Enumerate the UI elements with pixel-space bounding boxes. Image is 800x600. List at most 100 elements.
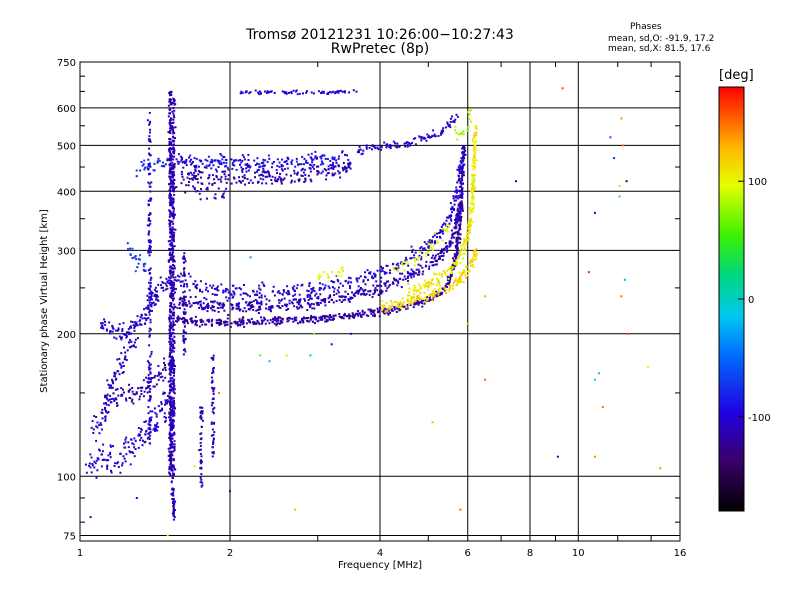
echo-point bbox=[231, 296, 234, 299]
echo-point bbox=[350, 296, 353, 299]
echo-point bbox=[317, 297, 320, 300]
echo-point bbox=[172, 512, 175, 515]
echo-point bbox=[332, 90, 335, 93]
echo-point bbox=[182, 256, 185, 258]
echo-point bbox=[357, 149, 360, 152]
echo-point bbox=[244, 292, 247, 295]
echo-point bbox=[472, 175, 474, 178]
echo-point bbox=[147, 366, 150, 369]
echo-point bbox=[154, 303, 157, 306]
echo-point bbox=[207, 320, 210, 323]
echo-point bbox=[168, 196, 171, 199]
echo-point bbox=[406, 299, 409, 302]
echo-point bbox=[239, 293, 242, 296]
echo-point bbox=[181, 274, 184, 277]
echo-point bbox=[475, 255, 477, 258]
echo-point bbox=[172, 350, 175, 353]
echo-point bbox=[182, 304, 185, 307]
echo-point bbox=[121, 372, 124, 374]
echo-point bbox=[169, 380, 172, 383]
echo-point bbox=[206, 188, 209, 191]
echo-point bbox=[187, 272, 190, 275]
echo-point bbox=[458, 216, 461, 219]
echo-point bbox=[431, 279, 434, 281]
echo-point bbox=[172, 171, 175, 174]
echo-point bbox=[249, 307, 252, 310]
echo-point bbox=[116, 370, 119, 372]
echo-point bbox=[340, 296, 343, 299]
echo-point bbox=[255, 322, 258, 325]
echo-point bbox=[364, 288, 367, 291]
echo-point bbox=[168, 138, 171, 140]
echo-point bbox=[303, 181, 306, 183]
echo-point bbox=[171, 161, 174, 164]
echo-point bbox=[146, 119, 149, 122]
echo-point bbox=[443, 222, 446, 225]
echo-point bbox=[222, 196, 225, 199]
echo-point bbox=[463, 151, 466, 154]
echo-point bbox=[620, 117, 623, 120]
echo-point bbox=[169, 192, 171, 195]
echo-point bbox=[425, 139, 428, 142]
colorbar-tick-label: 0 bbox=[748, 295, 754, 306]
echo-point bbox=[380, 285, 383, 288]
echo-point bbox=[137, 258, 140, 261]
echo-point bbox=[459, 250, 462, 253]
echo-point bbox=[191, 162, 193, 165]
echo-point bbox=[171, 184, 174, 187]
colorbar-label: [deg] bbox=[719, 68, 754, 83]
echo-point bbox=[469, 189, 472, 192]
echo-point bbox=[143, 421, 146, 423]
echo-point bbox=[465, 240, 468, 243]
echo-point bbox=[450, 268, 453, 271]
echo-point bbox=[168, 337, 171, 340]
echo-point bbox=[156, 294, 158, 297]
echo-point bbox=[211, 159, 214, 162]
echo-point bbox=[292, 288, 295, 291]
echo-point bbox=[185, 184, 188, 187]
echo-point bbox=[381, 307, 384, 310]
echo-point bbox=[437, 290, 440, 293]
echo-point bbox=[108, 398, 111, 401]
echo-point bbox=[148, 254, 151, 257]
echo-point bbox=[406, 144, 409, 147]
echo-point bbox=[210, 404, 213, 407]
echo-point bbox=[397, 303, 400, 306]
echo-point bbox=[172, 432, 175, 435]
echo-point bbox=[197, 165, 200, 168]
echo-point bbox=[280, 320, 283, 323]
echo-point bbox=[402, 278, 405, 281]
echo-point bbox=[185, 158, 188, 161]
echo-point bbox=[420, 136, 423, 139]
echo-point bbox=[172, 259, 175, 262]
echo-point bbox=[456, 280, 459, 283]
echo-point bbox=[439, 250, 442, 253]
echo-point bbox=[166, 287, 169, 290]
echo-point bbox=[170, 185, 173, 188]
echo-point bbox=[151, 292, 154, 294]
echo-point bbox=[263, 164, 266, 167]
echo-point bbox=[174, 276, 177, 279]
echo-point bbox=[401, 297, 404, 300]
echo-point bbox=[469, 221, 472, 224]
echo-point bbox=[172, 197, 175, 200]
echo-point bbox=[172, 158, 175, 161]
echo-point bbox=[310, 157, 313, 160]
echo-point bbox=[433, 133, 436, 136]
echo-point bbox=[178, 303, 181, 306]
echo-point bbox=[327, 92, 330, 95]
echo-point bbox=[446, 216, 448, 219]
echo-point bbox=[442, 232, 445, 235]
echo-point bbox=[172, 466, 175, 468]
echo-point bbox=[188, 156, 190, 159]
echo-point bbox=[319, 275, 322, 278]
echo-point bbox=[309, 295, 312, 298]
echo-point bbox=[413, 299, 416, 302]
echo-point bbox=[346, 154, 348, 157]
echo-point bbox=[439, 236, 442, 239]
echo-point bbox=[139, 434, 142, 437]
echo-point bbox=[150, 377, 153, 379]
echo-point bbox=[219, 153, 222, 155]
echo-point bbox=[211, 304, 214, 307]
echo-point bbox=[460, 170, 463, 173]
